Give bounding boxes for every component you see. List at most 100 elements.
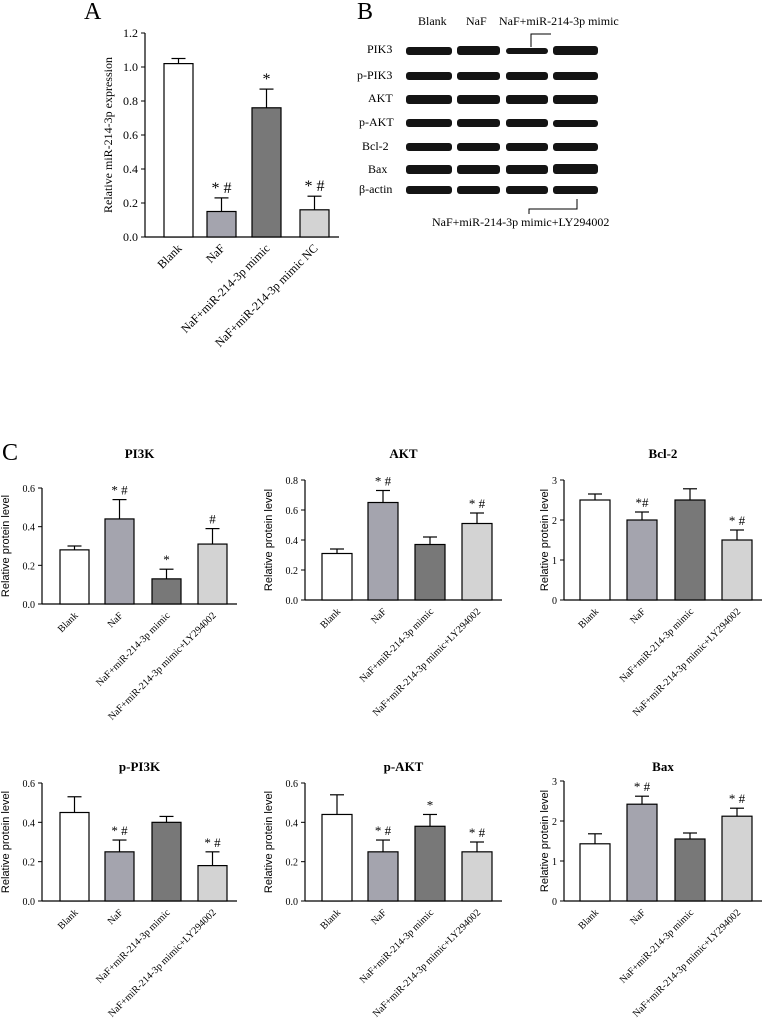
category-label: NaF+miR-214-3p mimic <box>178 241 273 336</box>
chart-title: Bcl-2 <box>649 446 678 461</box>
bar-blank <box>321 813 353 902</box>
wb-band <box>406 165 452 174</box>
wb-band <box>406 95 452 104</box>
y-tick-label: 1 <box>552 857 557 868</box>
category-label: Blank <box>576 907 601 932</box>
category-label: Blank <box>318 606 343 631</box>
wb-band <box>553 164 598 174</box>
bar-blank <box>163 62 194 238</box>
wb-band <box>457 143 500 151</box>
wb-band <box>457 46 500 55</box>
category-label: NaF <box>369 907 389 927</box>
chart-title: AKT <box>389 446 418 461</box>
bar-naf <box>206 210 237 238</box>
wb-band <box>406 47 452 55</box>
bar-naf-mir-214-3p-mimic <box>674 499 706 601</box>
bar-naf-mir-214-3p-mimic-ly294002 <box>461 522 493 601</box>
wb-band <box>553 143 598 151</box>
wb-row-label-pik3: PIK3 <box>367 42 392 56</box>
category-label: NaF <box>628 606 648 626</box>
bar-naf <box>367 851 399 902</box>
significance-marker: * # <box>111 483 128 498</box>
bar-naf-mir-214-3p-mimic-ly294002 <box>721 539 753 601</box>
category-label: Blank <box>318 907 343 932</box>
wb-band <box>406 72 452 80</box>
bar-blank <box>579 499 611 601</box>
wb-lane-bracket-ly294002 <box>528 199 578 214</box>
wb-band <box>457 95 500 104</box>
y-tick-label: 2 <box>552 516 557 527</box>
chart-title: PI3K <box>125 446 156 461</box>
y-axis-label: Relative protein level <box>0 791 12 893</box>
wb-band <box>457 186 500 194</box>
significance-marker: * <box>263 71 271 88</box>
pi3k-chart: PI3K 0.0 0.2 0.4 0.6 Relative protein level Bl… <box>0 446 237 723</box>
wb-band <box>506 48 548 54</box>
y-axis-label: Relative protein level <box>263 791 275 893</box>
wb-band <box>457 165 500 174</box>
wb-band <box>506 143 548 151</box>
y-tick-label: 0.2 <box>23 561 36 572</box>
category-label: Blank <box>56 907 81 932</box>
bar-naf-mir-214-3p-mimic-ly294002 <box>721 815 753 902</box>
category-label: Blank <box>154 241 184 271</box>
bar-blank <box>59 549 90 605</box>
y-axis-label: Relative protein level <box>539 489 551 591</box>
y-tick-label: 0.4 <box>23 818 36 829</box>
wb-band <box>553 95 598 104</box>
western-blot-panel: Blank NaF NaF+miR-214-3p mimic NaF+miR-2… <box>357 14 619 229</box>
y-tick-label: 0.6 <box>123 128 138 142</box>
bar-naf-mir-214-3p-mimic <box>151 821 182 902</box>
y-tick-label: 0.4 <box>286 818 299 829</box>
significance-marker: * # <box>375 823 392 838</box>
significance-marker: *# <box>636 495 650 510</box>
wb-row-label-akt: AKT <box>368 91 393 105</box>
bar-naf-mir-214-3p-mimic <box>151 578 182 605</box>
chart-title: p-PI3K <box>119 759 161 774</box>
y-tick-label: 0.6 <box>23 484 36 495</box>
wb-band <box>506 119 548 127</box>
y-tick-label: 0.6 <box>23 779 36 790</box>
category-label: NaF <box>106 907 126 927</box>
significance-marker: * <box>427 797 434 812</box>
y-tick-label: 0.4 <box>23 523 36 534</box>
wb-band <box>457 119 500 127</box>
y-tick-label: 0.4 <box>286 536 299 547</box>
y-tick-label: 2 <box>552 817 557 828</box>
y-tick-label: 1.0 <box>123 60 138 74</box>
y-axis-label: Relative protein level <box>0 495 12 597</box>
significance-marker: * # <box>729 513 746 528</box>
wb-row-label-bcl2: Bcl-2 <box>362 139 389 153</box>
bar-naf <box>104 518 135 605</box>
bar-naf-mir-214-3p-mimic-ly294002 <box>197 543 228 605</box>
wb-row-label-beta-actin: β-actin <box>359 182 392 196</box>
wb-lane-label-naf: NaF <box>466 14 487 28</box>
bar-naf-mir-214-3p-mimic <box>251 107 282 238</box>
significance-marker: * # <box>212 180 232 197</box>
panel-label-c: C <box>2 440 18 466</box>
y-tick-label: 1.2 <box>123 26 138 40</box>
chart-title: p-AKT <box>384 759 424 774</box>
significance-marker: * # <box>729 791 746 806</box>
bar-naf-mir-214-3p-mimic-nc <box>299 209 330 238</box>
y-axis-label: Relative miR-214-3p expression <box>101 57 115 213</box>
chart-title: Bax <box>652 759 674 774</box>
category-label: NaF <box>628 907 648 927</box>
y-tick-label: 0.2 <box>286 566 299 577</box>
significance-marker: # <box>209 512 216 527</box>
wb-row-label-p-pik3: p-PIK3 <box>357 68 392 82</box>
bar-blank <box>321 552 353 601</box>
bar-naf-mir-214-3p-mimic <box>414 825 446 902</box>
significance-marker: * # <box>204 835 221 850</box>
y-tick-label: 0 <box>552 596 557 607</box>
bar-naf-mir-214-3p-mimic-ly294002 <box>197 864 228 902</box>
p-akt-chart: p-AKT 0.0 0.2 0.4 0.6 Relative protein level B… <box>263 759 502 1020</box>
significance-marker: * <box>163 552 170 567</box>
y-tick-label: 3 <box>552 777 557 788</box>
y-tick-label: 3 <box>552 476 557 487</box>
y-tick-label: 1 <box>552 556 557 567</box>
p-pi3k-chart: p-PI3K 0.0 0.2 0.4 0.6 Relative protein level… <box>0 759 237 1020</box>
bar-naf <box>626 519 658 601</box>
y-tick-label: 0.4 <box>123 162 138 176</box>
